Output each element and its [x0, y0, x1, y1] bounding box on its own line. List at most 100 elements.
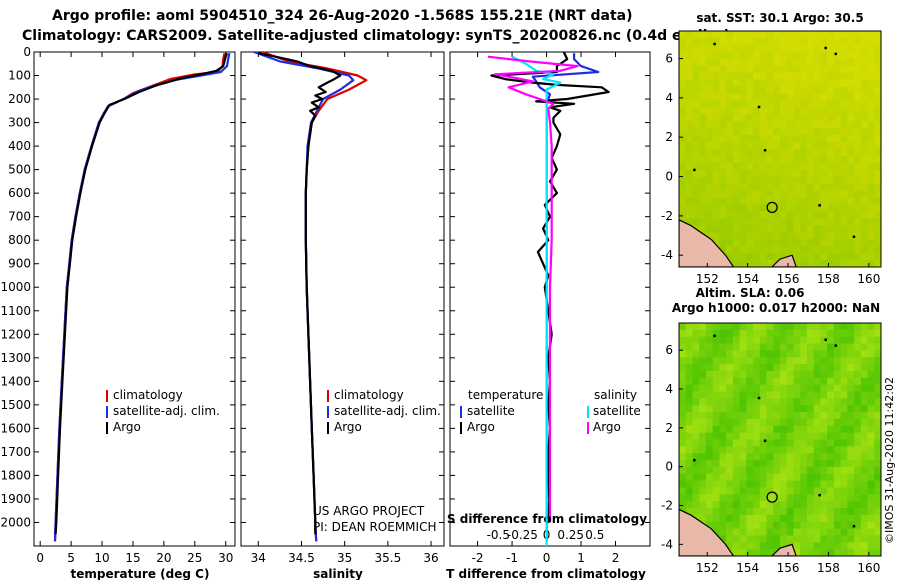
map-cell — [780, 377, 788, 386]
series-line-satellite-adj-clim- — [53, 52, 231, 542]
map-cell — [867, 508, 875, 516]
map-cell — [679, 323, 687, 331]
map-cell — [773, 239, 781, 247]
map-cell — [685, 149, 693, 157]
map-cell — [847, 528, 855, 537]
map-cell — [827, 162, 835, 171]
map-cell — [786, 343, 794, 352]
map-cell — [827, 487, 835, 495]
legend-climatology: climatology — [334, 388, 404, 402]
map-cell — [840, 121, 848, 129]
map-cell — [739, 528, 747, 537]
map-cell — [712, 473, 720, 482]
map-cell — [786, 107, 794, 115]
map-cell — [820, 239, 828, 247]
map-cell — [827, 232, 835, 240]
map-cell — [793, 549, 801, 556]
map-cell — [773, 135, 781, 143]
map-cell — [840, 142, 848, 150]
map-cell — [679, 197, 687, 206]
map-cell — [786, 93, 794, 101]
map-cell — [739, 65, 747, 74]
map-cell — [874, 65, 881, 74]
map-cell — [833, 79, 842, 88]
map-cell — [766, 508, 774, 516]
map-cell — [739, 190, 747, 199]
map-cell — [685, 162, 693, 171]
sla-map-panel: Argo h1000: 0.017 h2000: NaN 152 154 156 15… — [661, 301, 882, 575]
map-cell — [759, 425, 768, 434]
map-cell — [780, 37, 788, 46]
map-cell — [746, 473, 754, 482]
map-cell — [726, 466, 734, 475]
map-cell — [705, 142, 714, 150]
map-cell — [699, 100, 707, 108]
map-cell — [827, 183, 835, 192]
map-cell — [813, 190, 821, 199]
salinity-legend: climatology satellite-adj. clim. Argo — [327, 388, 441, 434]
map-cell — [746, 391, 754, 399]
map-cell — [780, 93, 788, 101]
map-cell — [705, 93, 714, 101]
map-cell — [813, 357, 821, 365]
map-cell — [840, 384, 848, 393]
map-cell — [827, 323, 835, 331]
map-cell — [726, 528, 734, 537]
map-cell — [854, 329, 862, 338]
map-cell — [833, 514, 842, 523]
map-cell — [813, 371, 821, 379]
map-cell — [874, 162, 881, 171]
map-cell — [766, 357, 774, 365]
map-cell — [726, 412, 734, 420]
map-cell — [753, 176, 761, 185]
map-cell — [820, 93, 828, 101]
map-cell — [800, 343, 808, 352]
map-cell — [854, 350, 862, 358]
map-cell — [793, 239, 801, 247]
map-cell — [847, 391, 855, 399]
map-cell — [719, 31, 727, 39]
map-cell — [692, 371, 700, 379]
map-cell — [813, 542, 821, 550]
map-cell — [753, 528, 761, 537]
argo-float-marker — [766, 491, 778, 503]
map-cell — [800, 183, 808, 192]
map-cell — [773, 432, 781, 441]
map-cell — [806, 260, 815, 267]
map-cell — [780, 384, 788, 393]
map-cell — [692, 183, 700, 192]
map-cell — [712, 343, 720, 352]
map-cell — [854, 453, 862, 461]
map-cell — [800, 432, 808, 441]
map-cell — [874, 58, 881, 67]
map-cell — [679, 377, 687, 386]
map-cell — [726, 128, 734, 136]
map-cell — [705, 65, 714, 74]
map-cell — [847, 343, 855, 352]
map-cell — [753, 473, 761, 482]
map-cell — [800, 253, 808, 261]
map-cell — [820, 542, 828, 550]
map-cell — [793, 528, 801, 537]
map-cell — [719, 377, 727, 386]
map-cell — [847, 412, 855, 420]
s-tick-label: 0.25 — [557, 528, 584, 542]
map-cell — [719, 79, 727, 88]
map-cell — [692, 218, 700, 226]
map-x-tick-label: 158 — [817, 272, 840, 286]
map-cell — [806, 343, 815, 352]
map-cell — [806, 232, 815, 240]
map-cell — [867, 371, 875, 379]
map-cell — [780, 121, 788, 129]
map-cell — [692, 377, 700, 386]
map-cell — [759, 521, 768, 530]
map-cell — [840, 107, 848, 115]
map-cell — [726, 183, 734, 192]
map-cell — [793, 121, 801, 129]
map-cell — [766, 514, 774, 523]
map-cell — [766, 31, 774, 39]
map-cell — [854, 232, 862, 240]
map-cell — [759, 218, 768, 226]
map-cell — [773, 72, 781, 81]
map-cell — [793, 44, 801, 53]
